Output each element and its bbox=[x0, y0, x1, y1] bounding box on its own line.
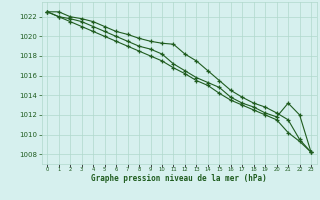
X-axis label: Graphe pression niveau de la mer (hPa): Graphe pression niveau de la mer (hPa) bbox=[91, 174, 267, 183]
